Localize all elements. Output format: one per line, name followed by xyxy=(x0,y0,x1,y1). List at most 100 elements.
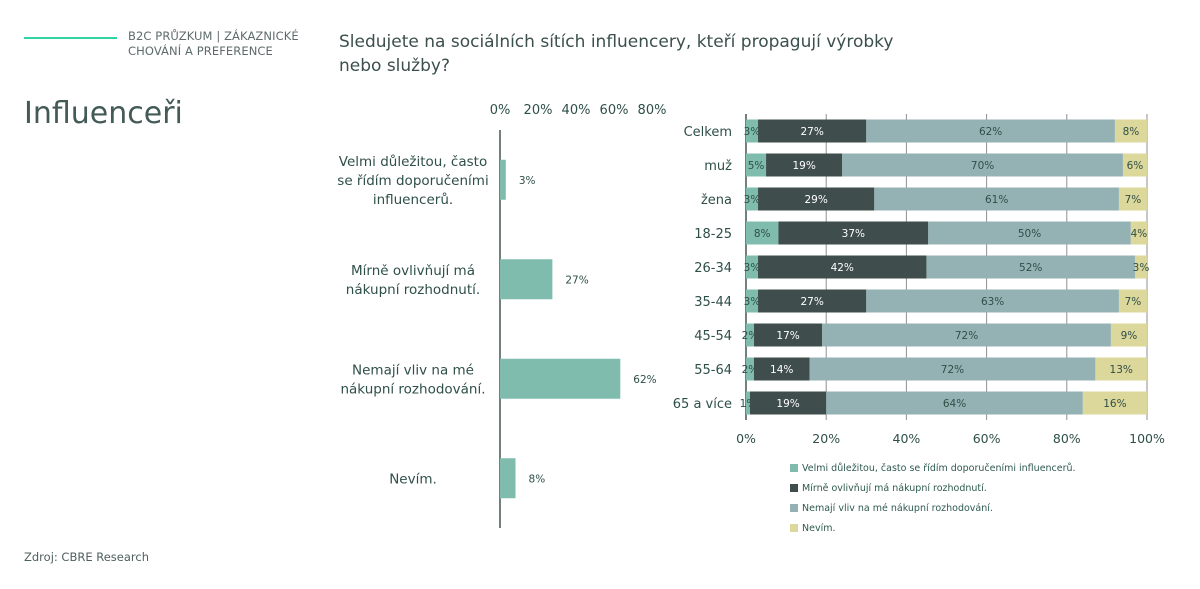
kicker-line-1: B2C PRŮZKUM | ZÁKAZNICKÉ xyxy=(128,29,299,43)
data-label: 8% xyxy=(529,473,546,485)
data-label: 14% xyxy=(770,364,793,376)
data-label: 16% xyxy=(1103,398,1126,410)
category-label: 55-64 xyxy=(694,363,732,378)
x-tick-label: 80% xyxy=(1053,431,1081,446)
data-label: 62% xyxy=(633,374,656,386)
category-label: 65 a více xyxy=(673,397,732,412)
bar-segment xyxy=(758,255,927,279)
data-label: 19% xyxy=(792,160,815,172)
category-label: 26-34 xyxy=(694,261,732,276)
bar-segment xyxy=(1095,357,1147,381)
bar-segment xyxy=(758,187,875,211)
bar-segment xyxy=(746,391,751,415)
bar-segment xyxy=(746,255,759,279)
category-label: nákupní rozhodnutí. xyxy=(346,282,480,298)
data-label: 27% xyxy=(800,126,823,138)
section-kicker: B2C PRŮZKUM | ZÁKAZNICKÉ CHOVÁNÍ A PREFE… xyxy=(128,29,299,59)
data-label: 64% xyxy=(943,398,966,410)
legend-item: Mírně ovlivňují má nákupní rozhodnutí. xyxy=(790,478,1076,498)
category-label: žena xyxy=(701,193,732,208)
bar-segment xyxy=(746,119,759,143)
data-label: 62% xyxy=(979,126,1002,138)
category-label: Velmi důležitou, často xyxy=(339,154,487,170)
data-label: 13% xyxy=(1110,364,1133,376)
data-label: 27% xyxy=(565,274,588,286)
x-tick-label: 60% xyxy=(600,103,629,118)
data-label: 70% xyxy=(971,160,994,172)
bar-segment xyxy=(1082,391,1147,415)
data-label: 8% xyxy=(1123,126,1140,138)
data-label: 3% xyxy=(744,296,761,308)
bar-segment xyxy=(766,153,843,177)
chart-legend: Velmi důležitou, často se řídím doporuče… xyxy=(790,458,1076,538)
data-label: 3% xyxy=(744,126,761,138)
legend-item: Nevím. xyxy=(790,518,1076,538)
bar-segment xyxy=(746,357,754,381)
data-label: 29% xyxy=(805,194,828,206)
category-label: Mírně ovlivňují má xyxy=(351,263,475,279)
source-note: Zdroj: CBRE Research xyxy=(24,550,149,564)
legend-item: Velmi důležitou, často se řídím doporuče… xyxy=(790,458,1076,478)
category-label: influencerů. xyxy=(373,192,453,208)
data-label: 72% xyxy=(955,330,978,342)
bar-segment xyxy=(842,153,1123,177)
bar-segment xyxy=(826,391,1083,415)
bar-segment xyxy=(866,119,1115,143)
bar-segment xyxy=(1114,119,1147,143)
category-label: Celkem xyxy=(684,125,732,140)
bar-segment xyxy=(750,391,827,415)
data-label: 63% xyxy=(981,296,1004,308)
bar xyxy=(500,159,506,200)
legend-label: Nemají vliv na mé nákupní rozhodování. xyxy=(802,502,993,514)
data-label: 27% xyxy=(800,296,823,308)
category-label: muž xyxy=(704,159,732,174)
bar-segment xyxy=(746,153,767,177)
data-label: 52% xyxy=(1019,262,1042,274)
kicker-line-2: CHOVÁNÍ A PREFERENCE xyxy=(128,44,273,58)
data-label: 72% xyxy=(941,364,964,376)
bar-segment xyxy=(746,323,755,347)
bar-segment xyxy=(874,187,1119,211)
bar-segment xyxy=(866,289,1119,313)
bar-segment xyxy=(746,221,779,245)
survey-question: Sledujete na sociálních sítích influence… xyxy=(339,32,894,76)
data-label: 19% xyxy=(776,398,799,410)
data-label: 8% xyxy=(754,228,771,240)
legend-swatch xyxy=(790,504,798,512)
category-label: nákupní rozhodování. xyxy=(340,381,485,397)
bar-segment xyxy=(1130,221,1147,245)
bar-segment xyxy=(1118,187,1147,211)
data-label: 42% xyxy=(831,262,854,274)
bar-segment xyxy=(746,289,759,313)
x-tick-label: 0% xyxy=(736,431,756,446)
data-label: 3% xyxy=(744,194,761,206)
bar-segment xyxy=(1118,289,1147,313)
legend-item: Nemají vliv na mé nákupní rozhodování. xyxy=(790,498,1076,518)
x-tick-label: 100% xyxy=(1129,431,1165,446)
x-tick-label: 80% xyxy=(638,103,667,118)
bar-segment xyxy=(758,289,867,313)
data-label: 61% xyxy=(985,194,1008,206)
bar-segment xyxy=(758,119,867,143)
legend-label: Mírně ovlivňují má nákupní rozhodnutí. xyxy=(802,482,987,494)
x-tick-label: 40% xyxy=(562,103,591,118)
category-label: 18-25 xyxy=(694,227,732,242)
bar-segment xyxy=(926,255,1135,279)
x-tick-label: 60% xyxy=(973,431,1001,446)
bar-segment xyxy=(928,221,1131,245)
x-tick-label: 20% xyxy=(812,431,840,446)
page-title: Influenceři xyxy=(24,96,183,131)
category-label: se řídím doporučeními xyxy=(337,173,488,189)
legend-swatch xyxy=(790,484,798,492)
bar-segment xyxy=(1110,323,1147,347)
category-label: 45-54 xyxy=(694,329,732,344)
data-label: 6% xyxy=(1127,160,1144,172)
data-label: 5% xyxy=(748,160,765,172)
x-tick-label: 20% xyxy=(524,103,553,118)
bar-segment xyxy=(746,187,759,211)
legend-label: Velmi důležitou, často se řídím doporuče… xyxy=(802,462,1076,474)
data-label: 3% xyxy=(519,175,536,187)
bar-segment xyxy=(778,221,929,245)
